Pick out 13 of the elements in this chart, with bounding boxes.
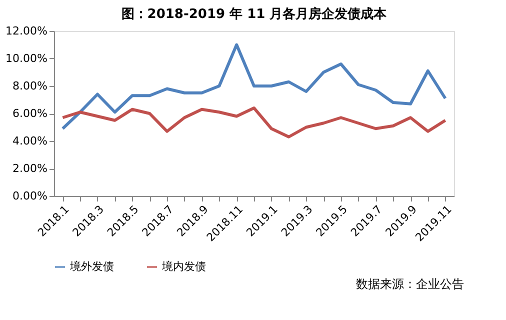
y-tick-label: 0.00%: [12, 190, 48, 202]
y-tick-label: 8.00%: [12, 80, 48, 92]
line-series: [61, 43, 447, 130]
y-tick-label: 10.00%: [6, 52, 48, 65]
y-tick-label: 2.00%: [12, 162, 48, 175]
line-series: [61, 106, 447, 138]
chart-title: 图：2018-2019 年 11 月各月房企发债成本: [121, 6, 388, 22]
legend-label: 境外发债: [69, 260, 114, 273]
legend-label: 境内发债: [161, 260, 206, 273]
source-note: 数据来源：企业公告: [356, 277, 464, 291]
y-tick-label: 6.00%: [12, 107, 48, 120]
y-tick-label: 12.00%: [6, 24, 48, 38]
y-tick-label: 4.00%: [12, 134, 48, 148]
